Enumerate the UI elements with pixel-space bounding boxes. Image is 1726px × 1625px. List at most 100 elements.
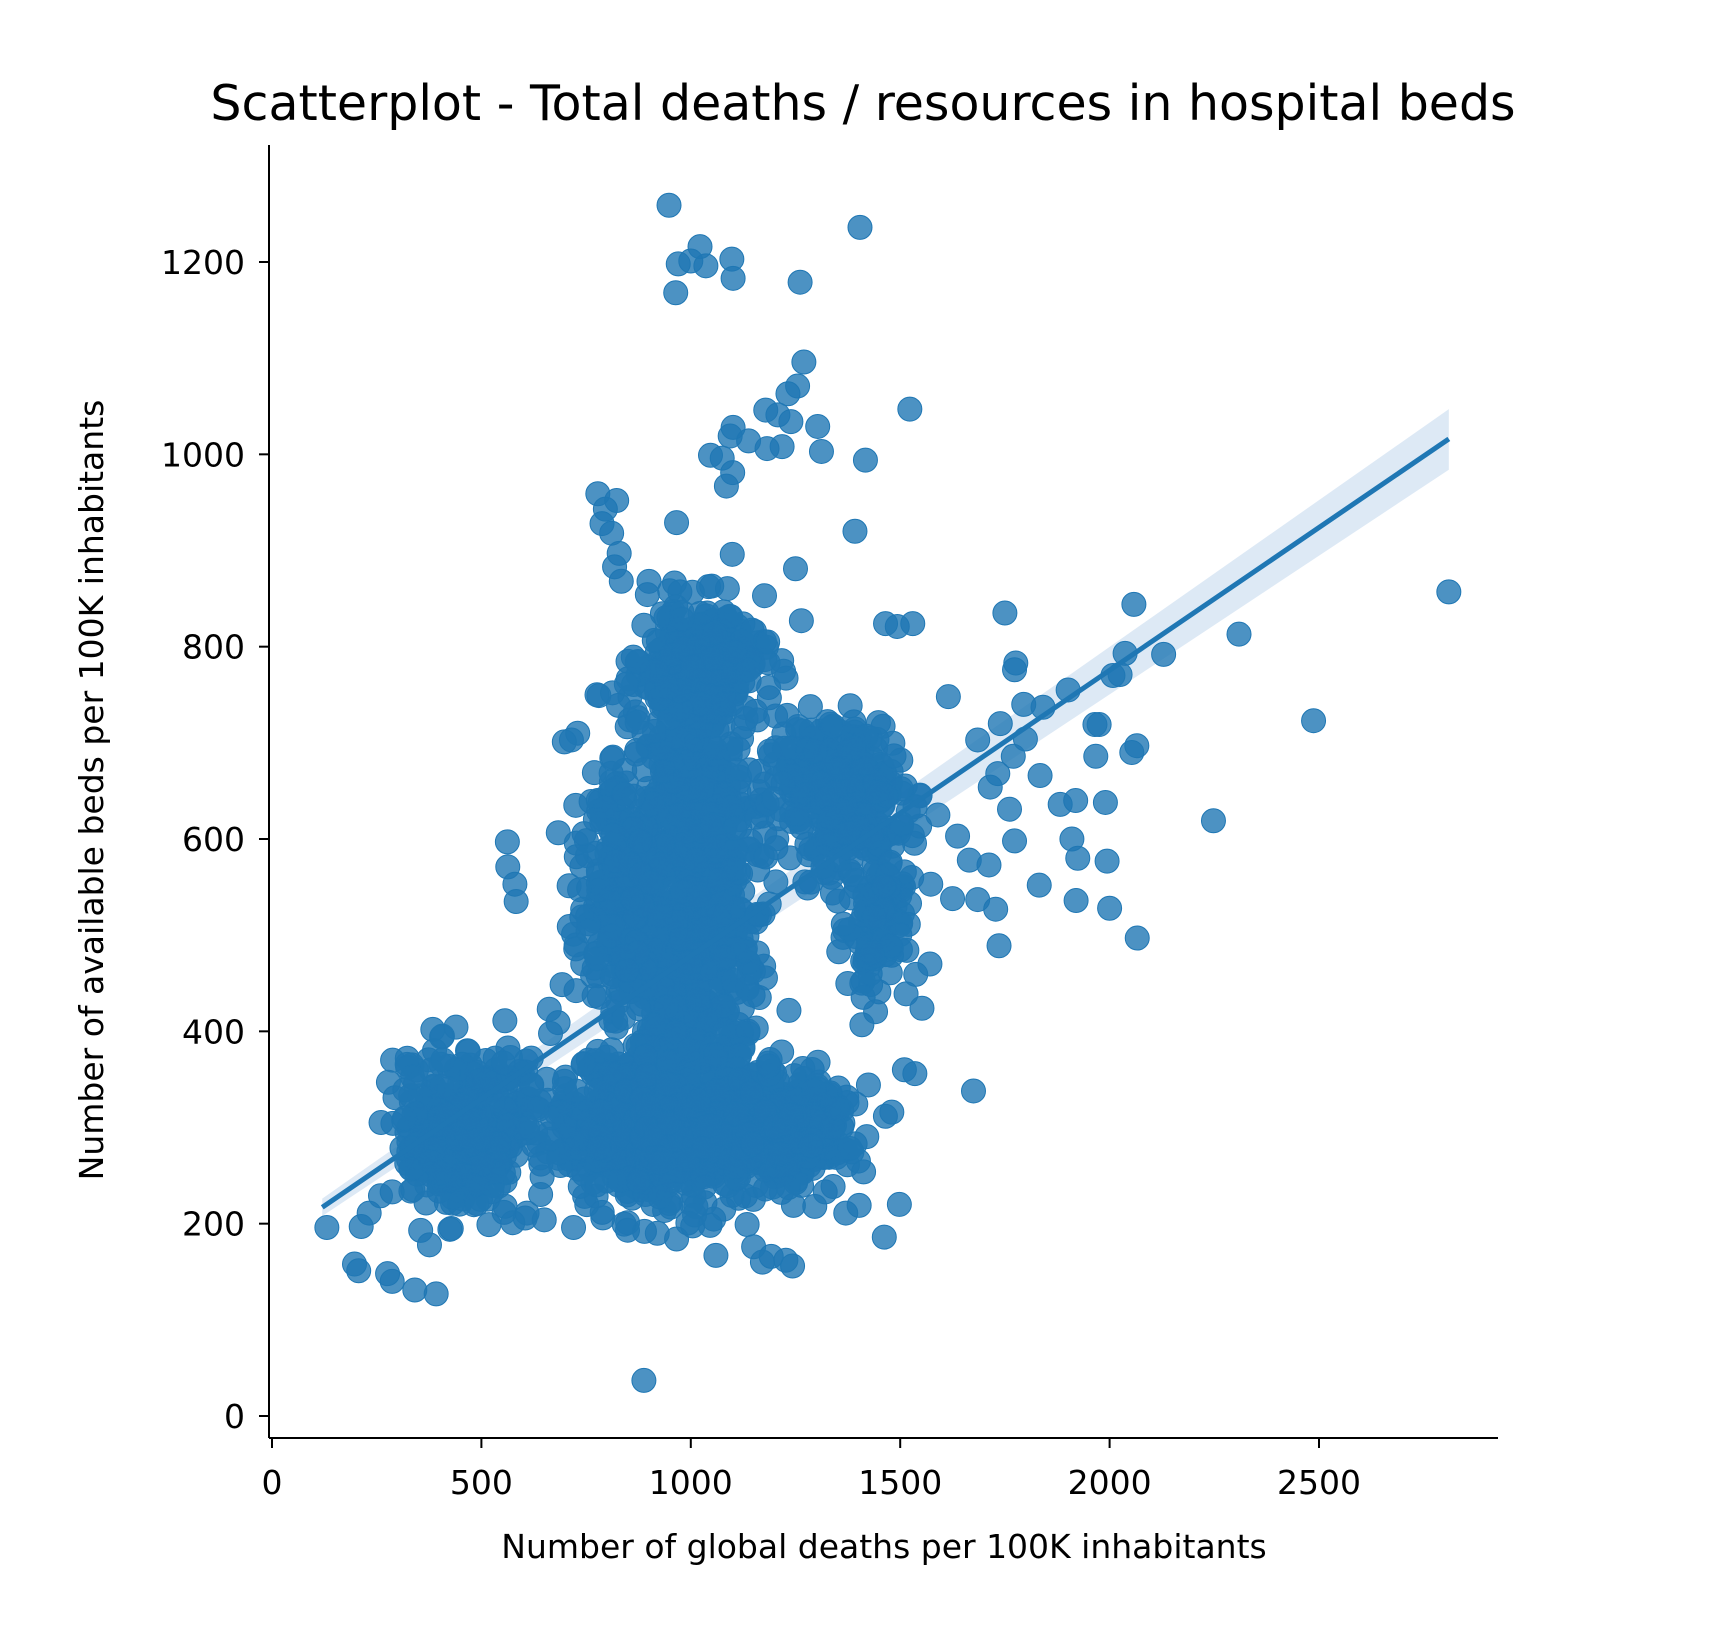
data-point	[886, 1191, 912, 1217]
points-layer	[314, 192, 1462, 1393]
data-point	[960, 1078, 986, 1104]
data-point	[983, 896, 1009, 922]
y-tick-label: 400	[182, 1012, 245, 1051]
data-point	[900, 611, 926, 637]
data-point	[567, 877, 593, 903]
data-point	[986, 933, 1012, 959]
data-point	[603, 848, 629, 874]
data-point	[392, 1105, 418, 1131]
data-point	[1059, 826, 1085, 852]
data-point	[368, 1110, 394, 1136]
data-point	[1151, 641, 1177, 667]
x-tick-label: 1000	[649, 1463, 733, 1502]
data-point	[1097, 895, 1123, 921]
data-point	[871, 873, 897, 899]
data-point	[761, 786, 787, 812]
data-point	[841, 735, 867, 761]
data-point	[584, 946, 610, 972]
data-point	[771, 658, 797, 684]
data-point	[689, 775, 715, 801]
data-point	[738, 1079, 764, 1105]
data-point	[635, 1093, 661, 1119]
data-point	[655, 1071, 681, 1097]
data-point	[852, 447, 878, 473]
data-point	[599, 1037, 625, 1063]
y-tick-label: 0	[224, 1397, 245, 1436]
data-point	[638, 870, 664, 896]
data-point	[680, 654, 706, 680]
data-point	[987, 711, 1013, 737]
data-point	[627, 828, 653, 854]
data-point	[909, 995, 935, 1021]
data-point	[631, 612, 657, 638]
data-point	[864, 779, 890, 805]
data-point	[647, 1184, 673, 1210]
data-point	[872, 1103, 898, 1129]
data-point	[699, 812, 725, 838]
data-point	[1027, 763, 1053, 789]
data-point	[787, 269, 813, 295]
data-point	[1124, 733, 1150, 759]
data-point	[859, 940, 885, 966]
data-point	[1063, 888, 1089, 914]
data-point	[1083, 743, 1109, 769]
data-point	[588, 1098, 614, 1124]
data-point	[518, 1072, 544, 1098]
data-point	[719, 541, 745, 567]
data-point	[702, 619, 728, 645]
data-point	[437, 1216, 463, 1242]
data-point	[717, 794, 743, 820]
data-point	[611, 1005, 637, 1031]
data-point	[613, 671, 639, 697]
data-point	[647, 1150, 673, 1176]
data-point	[641, 718, 667, 744]
data-point	[427, 1160, 453, 1186]
data-point	[669, 926, 695, 952]
data-point	[945, 823, 971, 849]
data-point	[512, 1205, 538, 1231]
data-point	[1026, 872, 1052, 898]
data-point	[783, 556, 808, 582]
data-point	[940, 886, 966, 912]
data-point	[586, 1135, 612, 1161]
data-point	[1121, 591, 1147, 617]
chart-title: Scatterplot - Total deaths / resources i…	[210, 75, 1515, 132]
data-point	[641, 1012, 667, 1038]
data-point	[997, 796, 1023, 822]
regression-line	[320, 436, 1451, 1210]
data-point	[561, 1215, 587, 1241]
data-point	[1086, 712, 1112, 738]
data-point	[784, 802, 810, 828]
data-point	[842, 518, 868, 544]
data-point	[598, 923, 624, 949]
y-tick-label: 1000	[161, 435, 245, 474]
data-point	[722, 639, 748, 665]
data-point	[902, 1061, 928, 1087]
data-point	[805, 413, 831, 439]
data-point	[1301, 708, 1327, 734]
data-point	[720, 967, 746, 993]
data-point	[528, 1151, 554, 1177]
data-point	[600, 744, 626, 770]
data-point	[1226, 621, 1252, 647]
data-point	[849, 1012, 875, 1038]
data-point	[494, 829, 520, 855]
data-point	[713, 473, 739, 499]
data-point	[631, 1367, 657, 1393]
data-point	[631, 757, 657, 783]
data-point	[756, 1053, 782, 1079]
data-point	[472, 1066, 498, 1092]
data-point	[985, 761, 1011, 787]
data-point	[871, 1224, 897, 1250]
data-point	[686, 883, 712, 909]
data-point	[903, 961, 929, 987]
data-point	[754, 436, 780, 462]
data-point	[582, 807, 608, 833]
data-point	[820, 1174, 846, 1200]
data-point	[825, 756, 851, 782]
data-point	[538, 1021, 564, 1047]
data-point	[778, 409, 804, 435]
x-tick-label: 500	[450, 1463, 513, 1502]
data-point	[608, 568, 634, 594]
